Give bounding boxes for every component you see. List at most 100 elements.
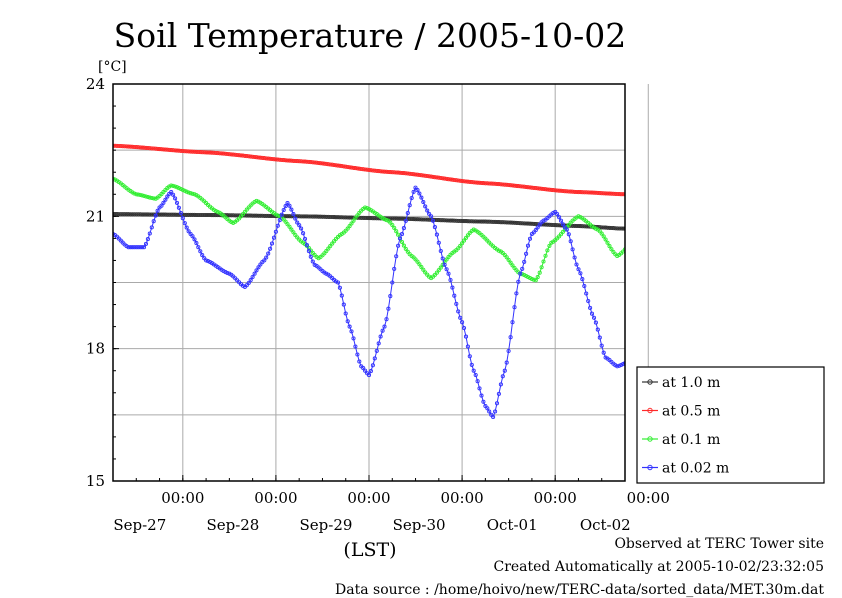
data-point [240, 153, 245, 158]
data-point [784, 204, 787, 207]
data-point [757, 317, 760, 320]
data-point [207, 212, 213, 218]
data-point [635, 233, 638, 236]
data-point [755, 321, 758, 324]
data-point [269, 241, 275, 246]
x-tick-time-label: 00:00 [440, 489, 483, 507]
data-point [463, 179, 469, 184]
data-point [591, 190, 597, 195]
legend-swatch-marker [647, 379, 653, 385]
data-point [533, 186, 538, 191]
data-point [289, 227, 294, 232]
data-point [693, 203, 696, 206]
data-point [285, 201, 290, 206]
data-point [726, 272, 729, 275]
data-point [136, 192, 141, 197]
data-point [225, 270, 230, 276]
data-point [533, 228, 538, 233]
data-point [405, 249, 410, 254]
data-point [489, 219, 494, 224]
data-point [436, 240, 441, 245]
data-point [446, 218, 451, 223]
y-tick-label: 24 [86, 75, 105, 93]
data-point [182, 212, 187, 217]
data-point [539, 265, 544, 270]
data-point [262, 258, 267, 263]
data-point [407, 216, 412, 222]
data-point [417, 191, 422, 196]
data-point [701, 184, 704, 187]
data-point [454, 178, 459, 183]
data-point [653, 352, 656, 355]
data-point [390, 222, 395, 228]
data-point [347, 215, 352, 220]
x-tick-date-label: Sep-30 [393, 516, 446, 534]
data-point [324, 249, 329, 254]
data-point [333, 163, 339, 168]
data-point [141, 145, 147, 150]
data-point [171, 212, 176, 217]
data-point [130, 245, 135, 250]
data-point [680, 183, 683, 186]
data-point [483, 181, 488, 186]
data-point [539, 186, 544, 191]
legend-label: at 0.1 m [662, 432, 720, 448]
y-tick-label: 18 [86, 340, 105, 358]
data-point [477, 386, 482, 391]
data-point [695, 175, 698, 178]
data-point [580, 277, 585, 282]
data-point [506, 257, 511, 262]
data-point [603, 225, 608, 230]
data-point [314, 214, 319, 219]
data-point [460, 178, 465, 184]
data-point [551, 210, 556, 216]
data-point [308, 214, 313, 219]
data-point [211, 150, 216, 155]
data-point [318, 161, 323, 166]
data-point [578, 224, 583, 229]
data-point [167, 184, 172, 189]
data-point [114, 212, 119, 217]
data-point [611, 226, 616, 231]
data-point [588, 190, 593, 195]
data-point [508, 335, 513, 340]
data-point [221, 268, 226, 274]
data-point [167, 212, 172, 217]
data-point [396, 232, 401, 237]
data-point [151, 196, 156, 201]
data-point [516, 184, 521, 189]
data-point [244, 207, 249, 212]
data-point [326, 246, 331, 251]
data-point [134, 245, 139, 250]
data-point [405, 171, 410, 176]
data-point [299, 226, 304, 231]
data-point [817, 99, 820, 102]
data-point [355, 166, 360, 171]
data-point [287, 203, 292, 208]
data-point [372, 356, 377, 361]
data-point [815, 94, 818, 97]
data-point [664, 289, 667, 292]
data-point [138, 212, 143, 217]
data-point [654, 183, 657, 186]
data-point [297, 159, 302, 164]
data-point [434, 232, 439, 237]
data-point [173, 212, 178, 217]
data-point [750, 316, 753, 319]
data-point [316, 160, 321, 166]
data-point [444, 267, 449, 272]
data-point [394, 229, 399, 234]
y-tick-label: 21 [86, 207, 105, 225]
data-point [555, 211, 560, 217]
data-point [345, 319, 350, 324]
data-point [188, 149, 193, 154]
data-point [773, 266, 776, 269]
data-point [275, 213, 280, 218]
data-point [376, 341, 381, 346]
data-point [419, 217, 424, 222]
data-point [254, 198, 259, 203]
data-point [502, 368, 507, 373]
data-point [456, 309, 461, 314]
data-point [310, 160, 315, 165]
data-point [687, 192, 690, 195]
